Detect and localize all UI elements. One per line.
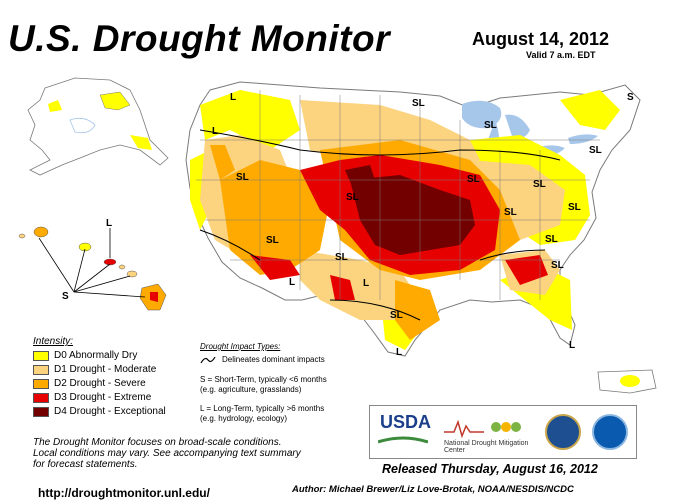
impact-long-2: (e.g. hydrology, ecology)	[200, 414, 288, 423]
commerce-seal-icon	[545, 414, 581, 450]
impact-short-2: (e.g. agriculture, grasslands)	[200, 385, 302, 394]
map-label: L	[230, 92, 236, 103]
impact-short-1: S = Short-Term, typically <6 months	[200, 375, 327, 384]
map-label: SL	[266, 235, 279, 246]
swatch-d4	[33, 406, 49, 417]
release-date: Released Thursday, August 16, 2012	[382, 462, 598, 476]
swatch-d1	[33, 364, 49, 375]
note-line: The Drought Monitor focuses on broad-sca…	[33, 437, 282, 448]
map-label: L	[289, 277, 295, 288]
map-label: SL	[467, 174, 480, 185]
note-line: for forecast statements.	[33, 459, 138, 470]
legend-d2: D2 Drought - Severe	[33, 377, 146, 390]
legend-label: D4 Drought - Exceptional	[54, 406, 166, 417]
swatch-d0	[33, 350, 49, 361]
map-label: SL	[504, 207, 517, 218]
map-label: SL	[484, 120, 497, 131]
map-date: August 14, 2012	[472, 29, 610, 49]
legend-label: D2 Drought - Severe	[54, 378, 146, 389]
legend-d0: D0 Abnormally Dry	[33, 349, 137, 362]
map-label: SL	[589, 145, 602, 156]
map-label: SL	[236, 172, 249, 183]
usda-logo: USDA	[380, 412, 432, 432]
map-label: SL	[533, 179, 546, 190]
map-label: L	[212, 126, 218, 137]
map-label: S	[62, 291, 69, 302]
conditions-note: The Drought Monitor focuses on broad-sca…	[33, 437, 333, 470]
map-label: SL	[568, 202, 581, 213]
map-label: L	[106, 218, 112, 229]
map-label: SL	[346, 192, 359, 203]
legend-d3: D3 Drought - Extreme	[33, 391, 151, 404]
conus	[185, 81, 641, 357]
map-label: SL	[545, 234, 558, 245]
noaa-seal-icon	[592, 414, 628, 450]
map-label: SL	[335, 252, 348, 263]
site-url[interactable]: http://droughtmonitor.unl.edu/	[38, 486, 210, 500]
map-label: SL	[551, 260, 564, 271]
ndmc-logo-icon	[444, 419, 521, 438]
map-label: L	[363, 278, 369, 289]
legend-label: D3 Drought - Extreme	[54, 392, 152, 403]
alaska	[27, 77, 169, 176]
author-credit: Author: Michael Brewer/Liz Love-Brotak, …	[292, 484, 574, 495]
map-title: U.S. Drought Monitor	[8, 18, 390, 59]
impact-long-1: L = Long-Term, typically >6 months	[200, 404, 325, 413]
legend-label: D1 Drought - Moderate	[54, 364, 157, 375]
hawaii	[18, 226, 167, 311]
partner-logos: USDA National Drought Mitigation Center	[369, 405, 637, 459]
puerto-rico	[597, 369, 657, 394]
map-label: SL	[412, 98, 425, 109]
impact-title: Drought Impact Types:	[200, 342, 281, 351]
valid-time: Valid 7 a.m. EDT	[526, 50, 596, 60]
legend-d1: D1 Drought - Moderate	[33, 363, 156, 376]
usda-swoosh-icon	[378, 436, 428, 444]
map-label: S	[627, 92, 634, 103]
intensity-title: Intensity:	[33, 336, 74, 347]
map-label: SL	[390, 310, 403, 321]
legend-d4: D4 Drought - Exceptional	[33, 405, 166, 418]
impact-delineates: Delineates dominant impacts	[222, 355, 325, 364]
legend-label: D0 Abnormally Dry	[54, 350, 138, 361]
map-label: L	[396, 347, 402, 358]
swatch-d2	[33, 378, 49, 389]
impact-line-icon	[200, 356, 216, 364]
note-line: Local conditions may vary. See accompany…	[33, 448, 301, 459]
ndmc-label: National Drought Mitigation Center	[444, 440, 529, 454]
swatch-d3	[33, 392, 49, 403]
map-label: L	[569, 340, 575, 351]
